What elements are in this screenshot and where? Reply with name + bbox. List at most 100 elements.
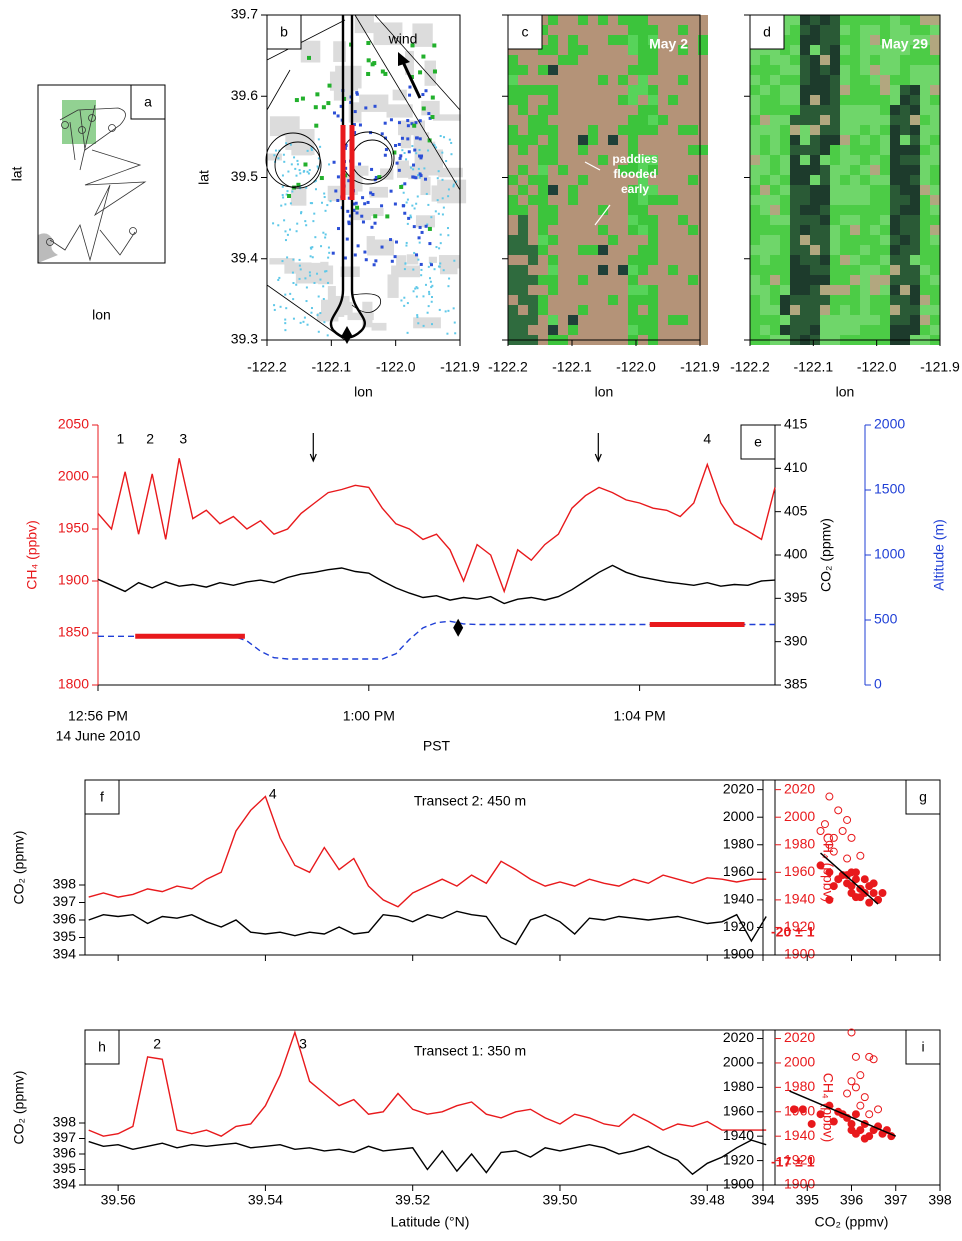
image-pixel: [688, 25, 698, 35]
image-pixel: [678, 65, 688, 75]
flooded-field: [281, 194, 284, 197]
flooded-field: [303, 170, 306, 173]
field-dot: [418, 225, 422, 229]
track-loop: [265, 132, 321, 188]
image-pixel: [588, 55, 598, 65]
data-point: [843, 854, 852, 863]
image-pixel: [840, 115, 850, 125]
image-pixel: [608, 25, 618, 35]
field-dot: [348, 214, 352, 218]
image-pixel: [608, 215, 618, 225]
field-dot: [327, 83, 332, 88]
flooded-field: [296, 222, 299, 225]
image-pixel: [578, 325, 588, 335]
image-pixel: [668, 185, 678, 195]
image-pixel: [528, 95, 538, 105]
image-pixel: [800, 325, 810, 335]
y-tick-label: 400: [784, 546, 808, 562]
data-line: [97, 458, 776, 594]
image-pixel: [528, 55, 538, 65]
image-pixel: [578, 175, 588, 185]
image-pixel: [638, 75, 648, 85]
image-pixel: [648, 105, 658, 115]
urban-area: [386, 104, 413, 118]
image-pixel: [790, 315, 800, 325]
image-pixel: [668, 325, 678, 335]
image-pixel: [840, 125, 850, 135]
urban-area: [413, 317, 441, 329]
image-pixel: [790, 75, 800, 85]
x-tick-label: 1:04 PM: [614, 708, 666, 724]
image-pixel: [920, 85, 930, 95]
x-tick-label: 394: [751, 1192, 775, 1208]
image-pixel: [698, 55, 708, 65]
image-pixel: [668, 25, 678, 35]
image-pixel: [800, 195, 810, 205]
urban-area: [424, 60, 436, 86]
data-point: [869, 879, 878, 888]
image-pixel: [870, 85, 880, 95]
image-pixel: [800, 45, 810, 55]
image-pixel: [658, 315, 668, 325]
image-pixel: [820, 95, 830, 105]
image-pixel: [840, 85, 850, 95]
x-tick-label: -121.9: [440, 359, 480, 375]
image-pixel: [910, 255, 920, 265]
image-pixel: [608, 115, 618, 125]
image-pixel: [528, 275, 538, 285]
image-pixel: [668, 255, 678, 265]
image-pixel: [880, 135, 890, 145]
image-pixel: [528, 75, 538, 85]
y-tick-label: 397: [53, 893, 77, 909]
image-pixel: [658, 245, 668, 255]
image-pixel: [910, 155, 920, 165]
image-pixel: [790, 145, 800, 155]
flooded-field: [308, 169, 311, 172]
flooded-field: [406, 198, 409, 201]
data-point: [860, 1134, 869, 1143]
image-pixel: [890, 185, 900, 195]
data-point: [851, 1129, 860, 1138]
flooded-field: [305, 300, 308, 303]
image-pixel: [698, 325, 708, 335]
map-highlight: [62, 100, 96, 144]
image-pixel: [608, 65, 618, 75]
y-tick-label: 1960: [723, 863, 754, 879]
flooded-field: [291, 190, 294, 193]
flooded-field: [435, 246, 438, 249]
image-pixel: [780, 75, 790, 85]
urban-area: [412, 23, 433, 47]
flooded-field: [427, 149, 430, 152]
data-line: [88, 910, 767, 946]
note-pointer: [584, 161, 611, 226]
field-dot: [349, 100, 353, 104]
y-tick-label: 39.5: [231, 168, 258, 184]
flooded-field: [433, 268, 436, 271]
image-pixel: [658, 115, 668, 125]
image-pixel: [608, 265, 618, 275]
field-dot: [358, 162, 362, 166]
image-pixel: [890, 205, 900, 215]
image-pixel: [750, 295, 760, 305]
image-pixel: [678, 55, 688, 65]
image-pixel: [578, 95, 588, 105]
image-pixel: [578, 85, 588, 95]
image-pixel: [800, 235, 810, 245]
image-pixel: [648, 75, 658, 85]
y-tick-label: 1940: [784, 1127, 815, 1143]
image-pixel: [588, 155, 598, 165]
x-tick-label: 39.54: [248, 1192, 283, 1208]
image-pixel: [598, 225, 608, 235]
flooded-field: [310, 307, 313, 310]
image-pixel: [920, 55, 930, 65]
image-pixel: [598, 195, 608, 205]
image-pixel: [750, 85, 760, 95]
image-pixel: [698, 265, 708, 275]
image-pixel: [770, 235, 780, 245]
image-pixel: [920, 305, 930, 315]
field-dot: [383, 153, 387, 157]
image-pixel: [830, 205, 840, 215]
image-pixel: [880, 175, 890, 185]
image-pixel: [790, 15, 800, 25]
flooded-field: [444, 310, 447, 313]
